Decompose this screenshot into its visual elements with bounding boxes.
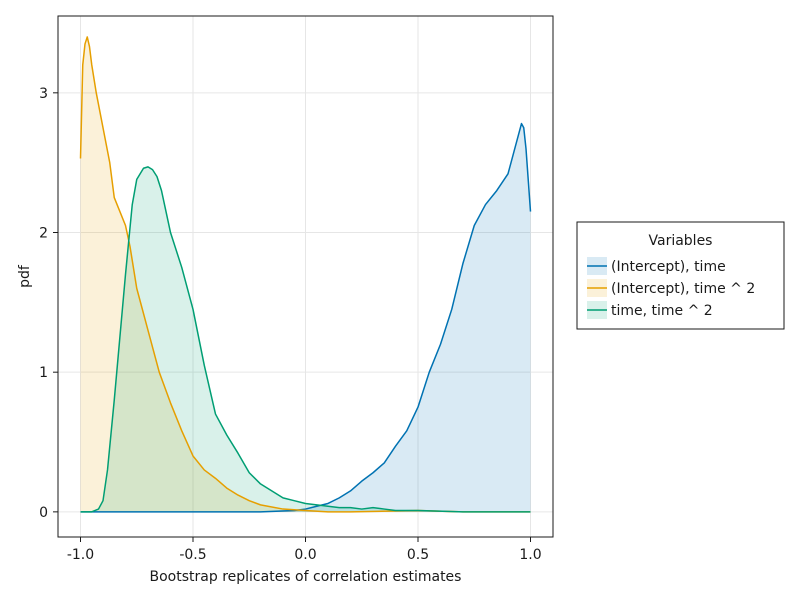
x-tick-label: 1.0 xyxy=(519,547,541,563)
legend-label: (Intercept), time ^ 2 xyxy=(611,281,755,297)
series-fill-2 xyxy=(80,166,531,512)
x-tick-label: 0.0 xyxy=(294,547,316,563)
legend-label: time, time ^ 2 xyxy=(611,303,713,319)
legend-entries: (Intercept), time (Intercept), time ^ 2 ti… xyxy=(587,257,755,319)
y-axis-label: pdf xyxy=(17,264,33,288)
series-line-2 xyxy=(80,166,531,513)
x-tick-label: 0.5 xyxy=(407,547,429,563)
legend-entry: (Intercept), time ^ 2 xyxy=(587,279,755,297)
y-tick-label: 0 xyxy=(39,505,48,521)
legend-entry: time, time ^ 2 xyxy=(587,301,713,319)
y-tick-label: 1 xyxy=(39,365,48,381)
y-tick-label: 2 xyxy=(39,226,48,242)
legend-label: (Intercept), time xyxy=(611,259,726,275)
series-fill-1 xyxy=(80,36,531,512)
series-fills xyxy=(80,36,531,512)
x-tick-label: -0.5 xyxy=(179,547,206,563)
x-tick-label: -1.0 xyxy=(67,547,94,563)
y-tick-label: 3 xyxy=(39,86,48,102)
y-axis-ticks: 0 1 2 3 xyxy=(39,86,58,521)
series-lines xyxy=(79,36,532,513)
legend-title: Variables xyxy=(649,233,713,249)
x-axis-label: Bootstrap replicates of correlation esti… xyxy=(150,569,462,585)
legend-entry: (Intercept), time xyxy=(587,257,726,275)
series-line-1 xyxy=(79,36,531,513)
legend-box xyxy=(576,221,785,330)
series-line-0 xyxy=(80,122,532,513)
x-axis-ticks: -1.0 -0.5 0.0 0.5 1.0 xyxy=(67,537,542,563)
series-fill-0 xyxy=(80,123,531,512)
legend: Variables (Intercept), time(Intercept), … xyxy=(576,221,785,330)
